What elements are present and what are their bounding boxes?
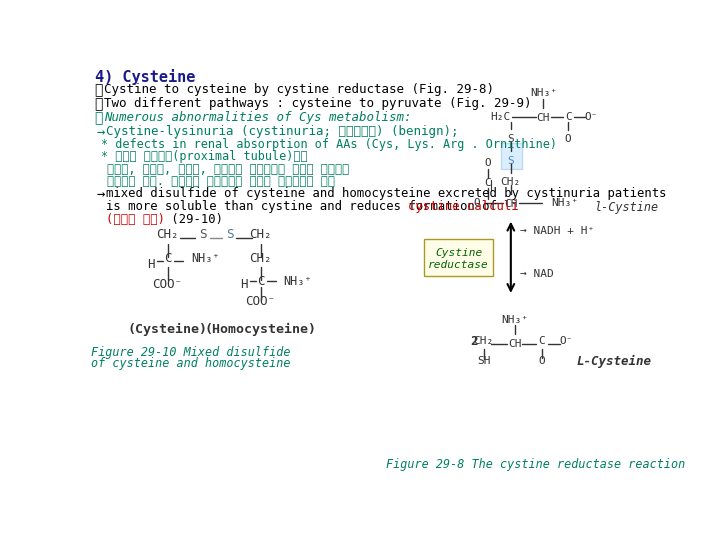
Text: S: S: [508, 156, 514, 166]
Text: Numerous abnormalities of Cys metabolism:: Numerous abnormalities of Cys metabolism…: [104, 111, 411, 124]
Text: cystine calculi: cystine calculi: [408, 200, 518, 213]
Text: (29-10): (29-10): [163, 213, 222, 226]
Text: NH₃⁺: NH₃⁺: [501, 315, 528, 325]
Text: CH₂: CH₂: [249, 252, 271, 265]
Text: ①: ①: [94, 83, 103, 97]
Text: NH₃⁺: NH₃⁺: [530, 88, 557, 98]
Text: Cystine: Cystine: [435, 248, 482, 259]
Text: O: O: [484, 158, 491, 168]
Text: Figure 29-10 Mixed disulfide: Figure 29-10 Mixed disulfide: [91, 346, 290, 359]
Text: S: S: [199, 228, 207, 241]
Text: →: →: [96, 187, 104, 201]
Text: CH₂: CH₂: [156, 228, 179, 241]
Text: NH₃⁺: NH₃⁺: [551, 198, 578, 208]
Text: * defects in renal absorption of AAs (Cys, Lys. Arg . Ornithine): * defects in renal absorption of AAs (Cy…: [101, 138, 557, 151]
Text: 시스딘, 라이신, 아지넌, 오니던을 재흡수하는 체계가 결툥되어: 시스딘, 라이신, 아지넌, 오니던을 재흡수하는 체계가 결툥되어: [107, 163, 349, 176]
Text: l-Cystine: l-Cystine: [594, 201, 658, 214]
Text: NH₃⁺: NH₃⁺: [284, 275, 312, 288]
Text: O: O: [473, 198, 480, 208]
Text: CH: CH: [508, 339, 521, 349]
Text: 2: 2: [471, 335, 478, 348]
Text: Cystine to cysteine by cystine reductase (Fig. 29-8): Cystine to cysteine by cystine reductase…: [104, 83, 494, 96]
Text: C: C: [484, 178, 491, 187]
Text: ③: ③: [94, 111, 103, 125]
Text: CH: CH: [536, 112, 550, 123]
Text: COO⁻: COO⁻: [153, 278, 182, 291]
Text: → NADH + H⁺: → NADH + H⁺: [520, 226, 595, 237]
Text: ②: ②: [94, 97, 103, 111]
Text: O: O: [564, 134, 572, 144]
Text: O⁻: O⁻: [585, 112, 598, 122]
Text: SH: SH: [477, 356, 490, 366]
Text: S: S: [226, 228, 233, 241]
Text: C: C: [564, 112, 572, 122]
Bar: [500, 143, 523, 168]
Text: C: C: [539, 336, 545, 346]
Text: 일어나는 질환. 시스딘을 재흡수하지 못하여 신장결석이 생성: 일어나는 질환. 시스딘을 재흡수하지 못하여 신장결석이 생성: [107, 175, 335, 188]
Text: O⁻: O⁻: [559, 336, 572, 346]
Text: COO⁻: COO⁻: [246, 295, 276, 308]
Text: is more soluble than cystine and reduces formation of: is more soluble than cystine and reduces…: [106, 200, 504, 213]
Text: L-Cysteine: L-Cysteine: [577, 355, 652, 368]
Text: * 신장의 근위세관(proximal tubule)에서: * 신장의 근위세관(proximal tubule)에서: [101, 150, 307, 163]
Text: H: H: [147, 258, 154, 271]
Text: →: →: [96, 125, 104, 139]
Text: (Homocysteine): (Homocysteine): [204, 323, 317, 336]
Text: CH₂: CH₂: [500, 177, 521, 187]
Text: CH: CH: [504, 199, 518, 209]
Text: O: O: [539, 356, 545, 366]
Text: → NAD: → NAD: [520, 269, 554, 279]
Text: C: C: [163, 252, 171, 265]
Text: H: H: [240, 278, 247, 291]
Text: Two different pathways : cysteine to pyruvate (Fig. 29-9): Two different pathways : cysteine to pyr…: [104, 97, 531, 110]
Text: reductase: reductase: [428, 260, 489, 270]
Text: Figure 29-8 The cystine reductase reaction: Figure 29-8 The cystine reductase reacti…: [386, 458, 685, 471]
Text: 4) Cysteine: 4) Cysteine: [94, 69, 195, 85]
Text: S: S: [508, 134, 514, 144]
Text: CH₂: CH₂: [249, 228, 271, 241]
Text: CH₂: CH₂: [474, 336, 494, 346]
Text: C: C: [257, 275, 264, 288]
FancyBboxPatch shape: [424, 239, 493, 276]
Text: Cystine-lysinuria (cystinuria; 시스틴뇄증) (benign);: Cystine-lysinuria (cystinuria; 시스틴뇄증) (b…: [106, 125, 458, 138]
Text: (시스틴 결석): (시스틴 결석): [106, 213, 164, 226]
Text: NH₃⁺: NH₃⁺: [191, 252, 220, 265]
Text: (Cysteine): (Cysteine): [127, 323, 207, 336]
Text: H₂C: H₂C: [490, 112, 511, 122]
Text: mixed disulfide of cysteine and homocysteine excreted by cystinuria patients: mixed disulfide of cysteine and homocyst…: [106, 187, 666, 200]
Text: of cysteine and homocysteine: of cysteine and homocysteine: [91, 357, 290, 370]
